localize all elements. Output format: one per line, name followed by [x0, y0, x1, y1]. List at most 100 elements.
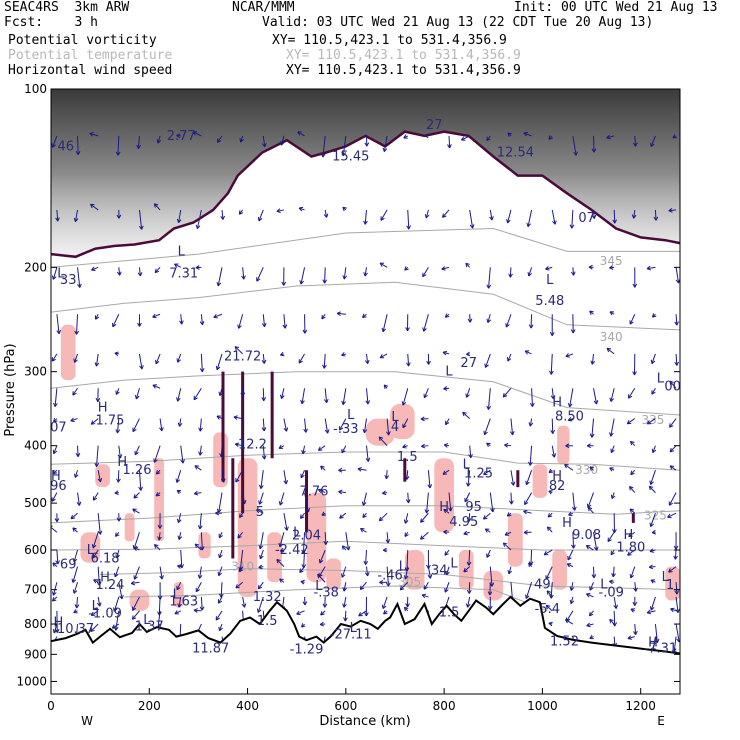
wind-vector — [338, 491, 346, 494]
pv-high-marker: H — [552, 469, 562, 484]
wind-vector — [545, 604, 553, 612]
pv-high-marker: H — [562, 516, 572, 531]
wind-arrowhead — [612, 219, 618, 224]
wind-arrowhead — [632, 601, 638, 606]
wind-vector — [385, 470, 388, 479]
wind-vector — [240, 135, 244, 143]
wind-vector — [177, 353, 182, 363]
wind-vector — [192, 131, 202, 137]
wind-vector — [180, 314, 183, 325]
pv-value-label: 12.2 — [238, 437, 267, 452]
wind-vector — [193, 388, 202, 401]
wind-arrowhead — [130, 580, 136, 586]
theta-contour — [51, 451, 680, 471]
wind-arrowhead — [342, 275, 348, 280]
wind-arrowhead — [321, 511, 327, 516]
wind-arrowhead — [115, 554, 120, 559]
wind-vector — [504, 531, 512, 536]
wind-vector — [423, 388, 429, 398]
wind-arrowhead — [53, 402, 58, 407]
plot-frame — [50, 88, 681, 695]
wind-arrowhead — [114, 351, 119, 357]
wind-vector — [587, 506, 594, 514]
wind-arrowhead — [364, 572, 370, 577]
wind-arrowhead — [156, 139, 162, 144]
wind-vector — [467, 470, 471, 487]
wind-arrowhead — [380, 216, 385, 221]
wind-vector — [463, 566, 471, 573]
pv-value-label: 10.37 — [57, 622, 94, 637]
wind-vector — [56, 549, 59, 565]
wind-vector — [606, 135, 615, 139]
wind-arrowhead — [609, 432, 614, 437]
wind-arrowhead — [465, 393, 470, 398]
wind-vector — [218, 566, 223, 576]
wind-arrowhead — [591, 214, 597, 219]
wind-arrowhead — [278, 501, 284, 506]
wind-vector — [218, 549, 223, 559]
wind-arrowhead — [345, 546, 351, 551]
wind-arrowhead — [487, 591, 493, 596]
wind-arrowhead — [545, 604, 551, 610]
wind-arrowhead — [75, 452, 81, 457]
wind-vector — [610, 445, 615, 453]
wind-arrowhead — [193, 490, 199, 496]
wind-vector — [606, 347, 615, 355]
wind-vector — [467, 596, 471, 608]
wind-arrowhead — [548, 135, 553, 140]
wind-vector — [565, 353, 574, 357]
wind-vector — [318, 445, 326, 451]
wind-arrowhead — [669, 380, 674, 386]
wind-arrowhead — [179, 320, 184, 325]
wind-arrowhead — [590, 360, 596, 365]
wind-arrowhead — [484, 528, 490, 533]
wind-arrowhead — [75, 150, 81, 155]
wind-arrowhead — [399, 585, 405, 591]
wind-arrowhead — [299, 280, 304, 285]
wind-arrowhead — [422, 272, 427, 278]
wind-arrowhead — [466, 517, 472, 522]
wind-arrowhead — [51, 591, 57, 596]
pv-value-label: 34 — [431, 564, 448, 579]
wind-arrowhead — [241, 275, 246, 280]
wind-arrowhead — [550, 395, 556, 400]
wind-vector — [406, 470, 409, 480]
wind-vector — [405, 566, 409, 580]
wind-arrowhead — [155, 359, 160, 365]
wind-arrowhead — [403, 519, 409, 524]
wind-vector — [421, 445, 429, 447]
wind-arrowhead — [523, 509, 528, 515]
pv-low-marker: L — [173, 587, 181, 602]
wind-arrowhead — [629, 486, 634, 491]
wind-vector — [95, 353, 99, 367]
pv-value-label: -.09 — [599, 586, 624, 601]
pv-low-marker: L — [445, 365, 453, 380]
wind-vector — [115, 388, 120, 395]
wind-arrowhead — [548, 468, 554, 474]
x-tick-label: 1000 — [527, 699, 558, 713]
wind-arrowhead — [362, 513, 367, 519]
wind-arrowhead — [444, 313, 450, 318]
wind-arrowhead — [649, 522, 654, 527]
wind-vector — [593, 135, 595, 153]
wind-arrowhead — [486, 405, 492, 410]
wind-arrowhead — [51, 525, 53, 527]
y-tick-label: 800 — [24, 617, 47, 631]
wind-arrowhead — [131, 606, 137, 611]
pv-high-marker: H — [53, 615, 63, 630]
pv-shade-patch — [129, 589, 150, 611]
wind-vector — [650, 470, 656, 485]
wind-vector — [360, 528, 367, 533]
wind-vector — [529, 418, 533, 427]
wind-vector — [466, 388, 471, 398]
wind-vector — [607, 531, 615, 542]
wind-arrowhead — [469, 224, 475, 229]
wind-vector — [324, 267, 326, 284]
wind-arrowhead — [90, 203, 95, 209]
wind-vector — [669, 445, 677, 453]
wind-vector — [420, 531, 429, 540]
wind-arrowhead — [51, 143, 56, 148]
pv-value-label: 1.5 — [439, 606, 460, 621]
wind-arrowhead — [527, 272, 533, 277]
